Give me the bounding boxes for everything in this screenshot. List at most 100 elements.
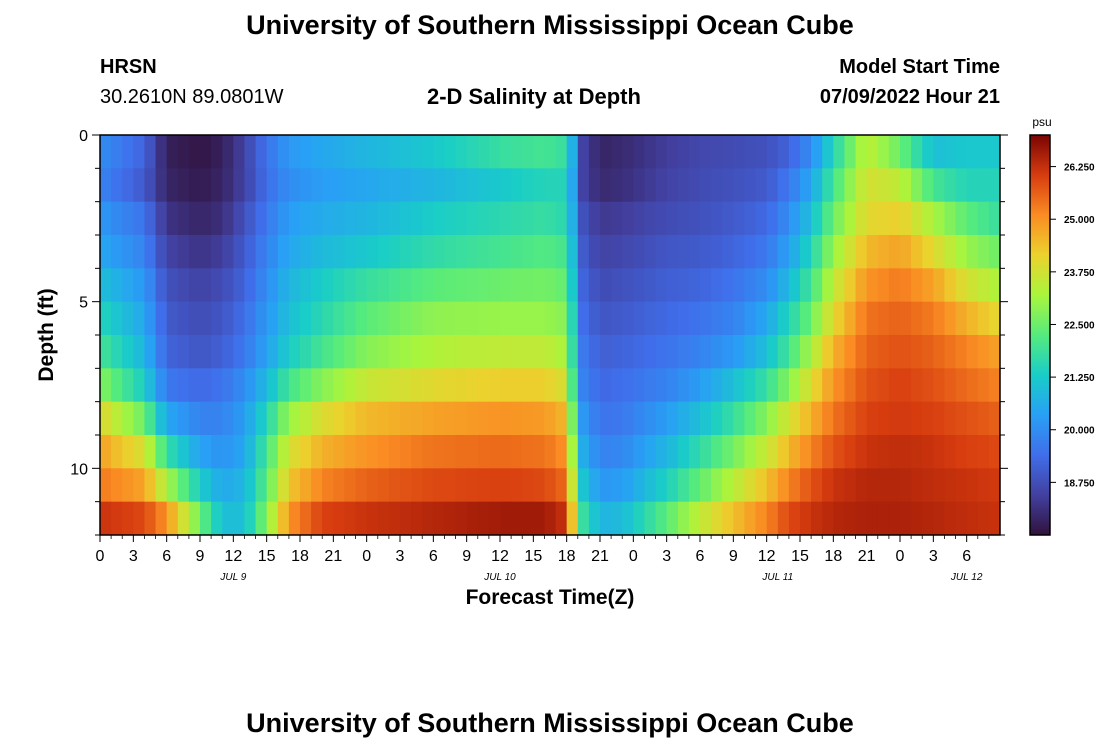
heatmap-cell (311, 235, 323, 269)
heatmap-cell (133, 335, 146, 369)
day-label: JUL 9 (219, 572, 246, 583)
heatmap-cell (466, 301, 479, 336)
heatmap-cell (711, 268, 723, 303)
heatmap-cell (855, 401, 868, 436)
heatmap-cell (355, 235, 368, 269)
heatmap-cell (655, 268, 668, 303)
heatmap-cell (677, 268, 690, 303)
heatmap-cell (200, 435, 212, 469)
heatmap-cell (711, 501, 723, 535)
heatmap-cell (388, 368, 401, 403)
heatmap-cell (522, 468, 534, 503)
heatmap-cell (166, 168, 179, 203)
heatmap-cell (677, 401, 690, 436)
heatmap-cell (155, 301, 168, 336)
heatmap-cell (177, 168, 190, 203)
heatmap-cell (622, 468, 634, 503)
heatmap-cell (266, 401, 279, 436)
heatmap-cell (244, 335, 257, 369)
heatmap-cell (100, 201, 112, 236)
heatmap-cells (100, 135, 1000, 535)
heatmap-cell (100, 235, 112, 269)
heatmap-cell (722, 301, 734, 336)
heatmap-cell (155, 435, 168, 469)
heatmap-cell (944, 268, 957, 303)
y-tick-label: 10 (70, 461, 88, 478)
heatmap-cell (677, 468, 690, 503)
heatmap-cell (444, 468, 457, 503)
heatmap-cell (755, 368, 768, 403)
heatmap-cell (922, 401, 934, 436)
heatmap-cell (388, 335, 401, 369)
heatmap-cell (500, 268, 512, 303)
heatmap-cell (833, 468, 846, 503)
heatmap-cell (944, 335, 957, 369)
heatmap-cell (611, 135, 623, 169)
heatmap-cell (777, 168, 790, 203)
heatmap-cell (911, 435, 923, 469)
heatmap-cell (633, 401, 646, 436)
heatmap-cell (988, 268, 1000, 303)
heatmap-cell (855, 235, 868, 269)
heatmap-cell (311, 201, 323, 236)
heatmap-cell (344, 135, 357, 169)
heatmap-cell (844, 501, 857, 535)
heatmap-cell (955, 501, 968, 535)
heatmap-cell (944, 435, 957, 469)
heatmap-cell (600, 335, 612, 369)
heatmap-cell (866, 168, 879, 203)
heatmap-cell (900, 501, 912, 535)
heatmap-cell (977, 401, 990, 436)
heatmap-cell (622, 235, 634, 269)
heatmap-cell (400, 268, 412, 303)
heatmap-cell (511, 201, 523, 236)
heatmap-cell (911, 201, 923, 236)
heatmap-cell (633, 501, 646, 535)
heatmap-cell (233, 235, 246, 269)
heatmap-cell (244, 301, 257, 336)
heatmap-cell (733, 268, 746, 303)
heatmap-cell (744, 368, 757, 403)
heatmap-cell (355, 301, 368, 336)
heatmap-cell (800, 335, 812, 369)
heatmap-cell (188, 468, 201, 503)
heatmap-cell (733, 468, 746, 503)
station-coordinates: 30.2610N 89.0801W (100, 86, 284, 108)
heatmap-cell (133, 501, 146, 535)
heatmap-cell (833, 401, 846, 436)
heatmap-cell (100, 168, 112, 203)
heatmap-cell (533, 301, 546, 336)
heatmap-cell (455, 201, 468, 236)
heatmap-cell (344, 501, 357, 535)
heatmap-cell (833, 135, 846, 169)
heatmap-cell (200, 368, 212, 403)
colorbar-tick-label: 21.250 (1064, 373, 1095, 384)
heatmap-cell (277, 301, 290, 336)
heatmap-cell (388, 201, 401, 236)
heatmap-cell (588, 168, 601, 203)
heatmap-cell (433, 301, 446, 336)
heatmap-cell (788, 435, 801, 469)
heatmap-cell (366, 335, 379, 369)
heatmap-cell (188, 435, 201, 469)
heatmap-cell (855, 501, 868, 535)
heatmap-cell (700, 368, 712, 403)
heatmap-cell (677, 335, 690, 369)
heatmap-cell (888, 401, 901, 436)
heatmap-cell (655, 501, 668, 535)
heatmap-cell (877, 401, 890, 436)
heatmap-cell (588, 301, 601, 336)
heatmap-cell (177, 501, 190, 535)
heatmap-cell (300, 301, 312, 336)
heatmap-cell (355, 501, 368, 535)
heatmap-cell (133, 268, 146, 303)
heatmap-cell (466, 268, 479, 303)
heatmap-cell (355, 135, 368, 169)
heatmap-cell (677, 201, 690, 236)
heatmap-cell (366, 435, 379, 469)
heatmap-cell (611, 435, 623, 469)
heatmap-cell (411, 501, 423, 535)
heatmap-cell (922, 268, 934, 303)
heatmap-cell (333, 268, 346, 303)
heatmap-cell (611, 368, 623, 403)
